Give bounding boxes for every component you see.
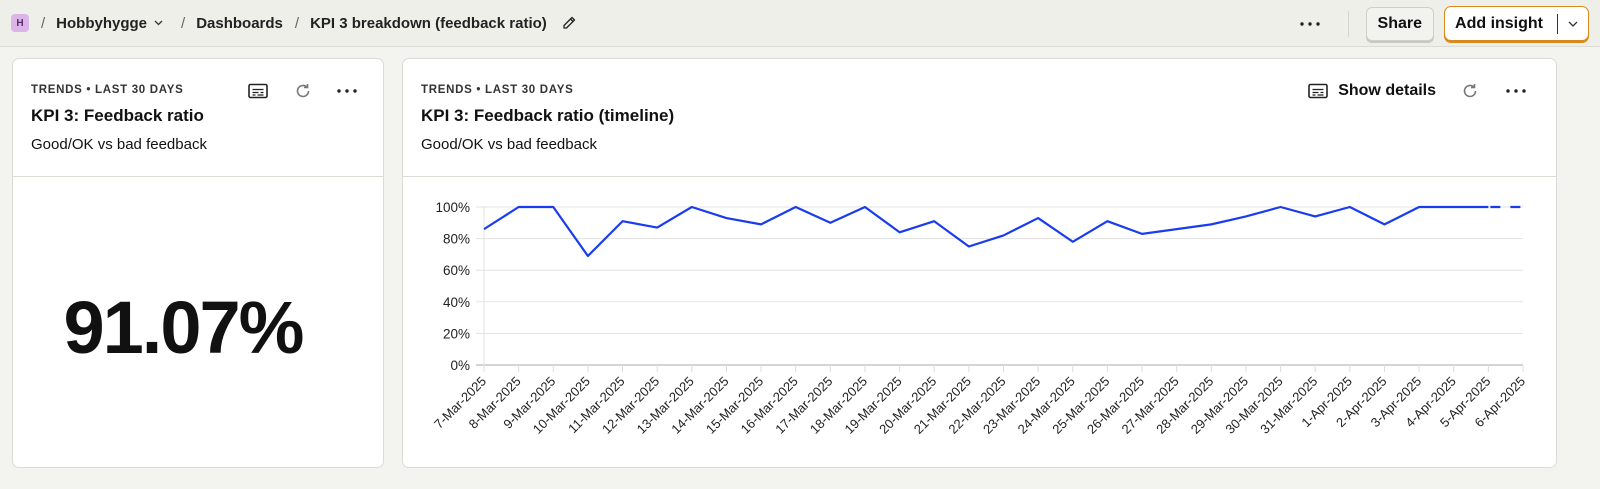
card-subtitle: Good/OK vs bad feedback (31, 136, 207, 153)
chevron-down-icon[interactable] (1568, 21, 1578, 27)
y-tick-label: 100% (435, 200, 470, 215)
breadcrumb-dashboards[interactable]: Dashboards (196, 14, 283, 32)
y-tick-label: 20% (443, 326, 470, 341)
show-details-button[interactable]: Show details (1308, 82, 1436, 100)
show-details-label: Show details (1338, 82, 1436, 99)
divider (1347, 10, 1349, 37)
card-header: TRENDS • LAST 30 DAYS KPI 3: Feedback ra… (403, 59, 1556, 177)
more-options-icon[interactable] (1504, 79, 1528, 103)
kpi-value: 91.07% (63, 286, 305, 369)
refresh-icon[interactable] (1458, 79, 1482, 103)
card-title[interactable]: KPI 3: Feedback ratio (timeline) (421, 106, 675, 125)
share-button[interactable]: Share (1365, 6, 1435, 41)
card-subtitle: Good/OK vs bad feedback (421, 136, 597, 153)
add-insight-label[interactable]: Add insight (1455, 14, 1543, 32)
breadcrumb: H / Hobbyhygge / Dashboards / KPI 3 brea… (0, 14, 577, 32)
more-options-icon[interactable] (1290, 9, 1330, 39)
divider (1557, 13, 1558, 34)
y-tick-label: 40% (443, 295, 470, 310)
breadcrumb-org[interactable]: Hobbyhygge (56, 14, 148, 32)
y-tick-label: 60% (443, 263, 470, 278)
series-line[interactable] (483, 205, 1489, 258)
add-insight-button[interactable]: Add insight (1444, 6, 1589, 41)
card-kicker: TRENDS • LAST 30 DAYS (31, 84, 184, 96)
org-avatar[interactable]: H (11, 14, 29, 32)
refresh-icon[interactable] (291, 79, 315, 103)
breadcrumb-separator: / (181, 14, 186, 32)
more-options-icon[interactable] (335, 79, 359, 103)
edit-pencil-icon[interactable] (561, 15, 577, 31)
chevron-down-icon[interactable] (154, 20, 163, 26)
card-title[interactable]: KPI 3: Feedback ratio (31, 106, 204, 125)
line-chart[interactable]: 0%20%40%60%80%100%7-Mar-20258-Mar-20259-… (403, 177, 1558, 467)
insight-card-feedback-ratio: TRENDS • LAST 30 DAYS KPI 3: Feedback ra… (12, 58, 384, 468)
y-tick-label: 0% (450, 358, 470, 373)
dashboard-title: KPI 3 breakdown (feedback ratio) (310, 14, 547, 32)
insight-card-feedback-timeline: TRENDS • LAST 30 DAYS KPI 3: Feedback ra… (402, 58, 1557, 468)
card-kicker: TRENDS • LAST 30 DAYS (421, 84, 574, 96)
breadcrumb-separator: / (294, 14, 300, 32)
details-icon[interactable] (246, 79, 270, 103)
y-tick-label: 80% (443, 232, 470, 247)
top-bar: H / Hobbyhygge / Dashboards / KPI 3 brea… (0, 0, 1600, 47)
card-header: TRENDS • LAST 30 DAYS KPI 3: Feedback ra… (13, 59, 383, 177)
breadcrumb-separator: / (41, 14, 46, 32)
details-icon (1308, 83, 1329, 99)
